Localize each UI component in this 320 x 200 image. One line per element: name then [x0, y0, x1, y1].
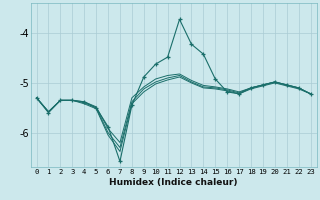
X-axis label: Humidex (Indice chaleur): Humidex (Indice chaleur)	[109, 178, 238, 187]
